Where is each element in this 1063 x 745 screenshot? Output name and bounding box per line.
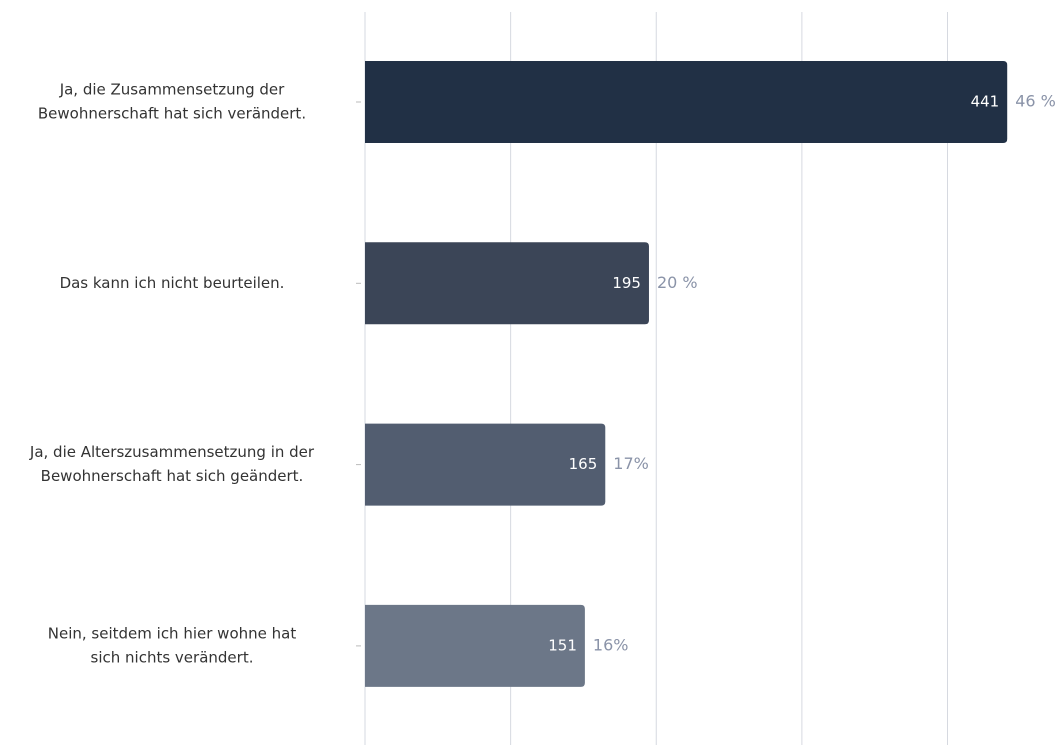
value-label: 441 — [971, 93, 1000, 111]
category-label: Ja, die Zusammensetzung der — [59, 81, 285, 99]
share-label: 16% — [593, 635, 629, 654]
share-label: 17% — [613, 454, 649, 473]
category-label: Bewohnerschaft hat sich verändert. — [38, 105, 306, 123]
bar — [365, 604, 585, 687]
value-label: 195 — [612, 274, 641, 292]
category-label: Das kann ich nicht beurteilen. — [60, 274, 285, 292]
bar — [365, 61, 1008, 143]
value-label: 151 — [548, 636, 577, 654]
bar — [365, 242, 649, 325]
category-label: sich nichts verändert. — [91, 648, 254, 666]
share-label: 46 % — [1015, 92, 1056, 111]
category-label: Bewohnerschaft hat sich geändert. — [41, 467, 304, 485]
share-label: 20 % — [657, 273, 698, 292]
category-label: Ja, die Alterszusammensetzung in der — [29, 443, 315, 461]
category-label: Nein, seitdem ich hier wohne hat — [48, 624, 297, 642]
bar — [365, 423, 606, 506]
value-label: 165 — [569, 455, 598, 473]
